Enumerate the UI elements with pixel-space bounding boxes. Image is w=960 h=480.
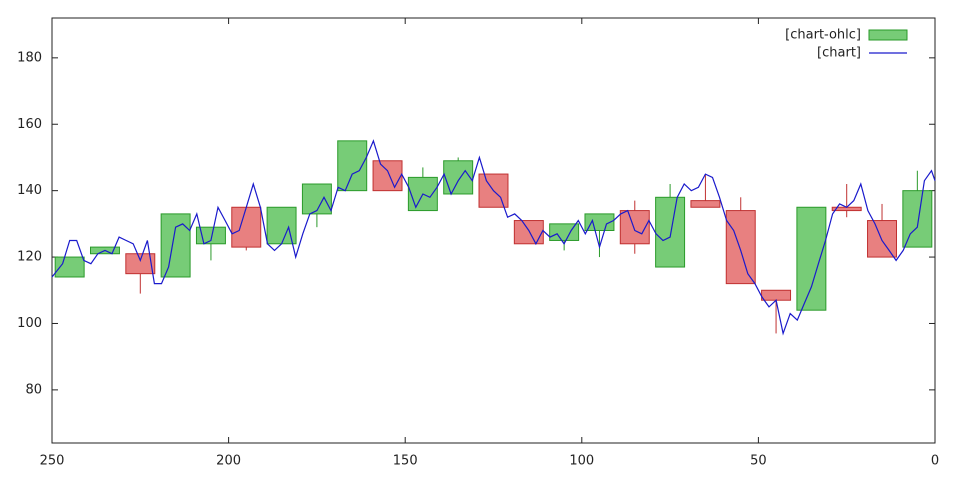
- y-tick-label: 140: [17, 183, 42, 198]
- candle-body: [372, 160, 403, 192]
- x-tick-label: 100: [569, 454, 594, 469]
- candle-body: [655, 196, 686, 268]
- candle-body: [725, 210, 756, 285]
- candle-body: [902, 190, 933, 248]
- candle-body: [761, 289, 792, 301]
- candle-body: [160, 213, 191, 278]
- plot-frame: [51, 17, 936, 444]
- legend-label: [chart]: [817, 46, 861, 61]
- y-tick-label: 120: [17, 250, 42, 265]
- candle-body: [443, 160, 474, 195]
- y-tick-label: 180: [17, 50, 42, 65]
- y-tick-label: 160: [17, 117, 42, 132]
- x-tick-label: 50: [750, 454, 767, 469]
- legend-swatch: [868, 29, 908, 41]
- candle-body: [690, 200, 721, 208]
- x-tick-label: 200: [216, 454, 241, 469]
- candle-body: [513, 220, 544, 245]
- candle-body: [231, 206, 262, 248]
- y-tick-label: 80: [25, 382, 42, 397]
- candle-body: [619, 210, 650, 245]
- line: [51, 139, 936, 336]
- candle-body: [867, 220, 898, 258]
- candle-body: [301, 183, 332, 215]
- candle-body: [549, 223, 580, 241]
- y-tick-label: 100: [17, 316, 42, 331]
- candle-body: [195, 226, 226, 245]
- x-tick-label: 250: [40, 454, 65, 469]
- x-tick-label: 150: [393, 454, 418, 469]
- candle-body: [54, 256, 85, 278]
- candle-body: [125, 253, 156, 275]
- candle-body: [796, 206, 827, 311]
- x-tick-label: 0: [931, 454, 939, 469]
- legend-label: [chart-ohlc]: [785, 28, 861, 43]
- candle-body: [584, 213, 615, 231]
